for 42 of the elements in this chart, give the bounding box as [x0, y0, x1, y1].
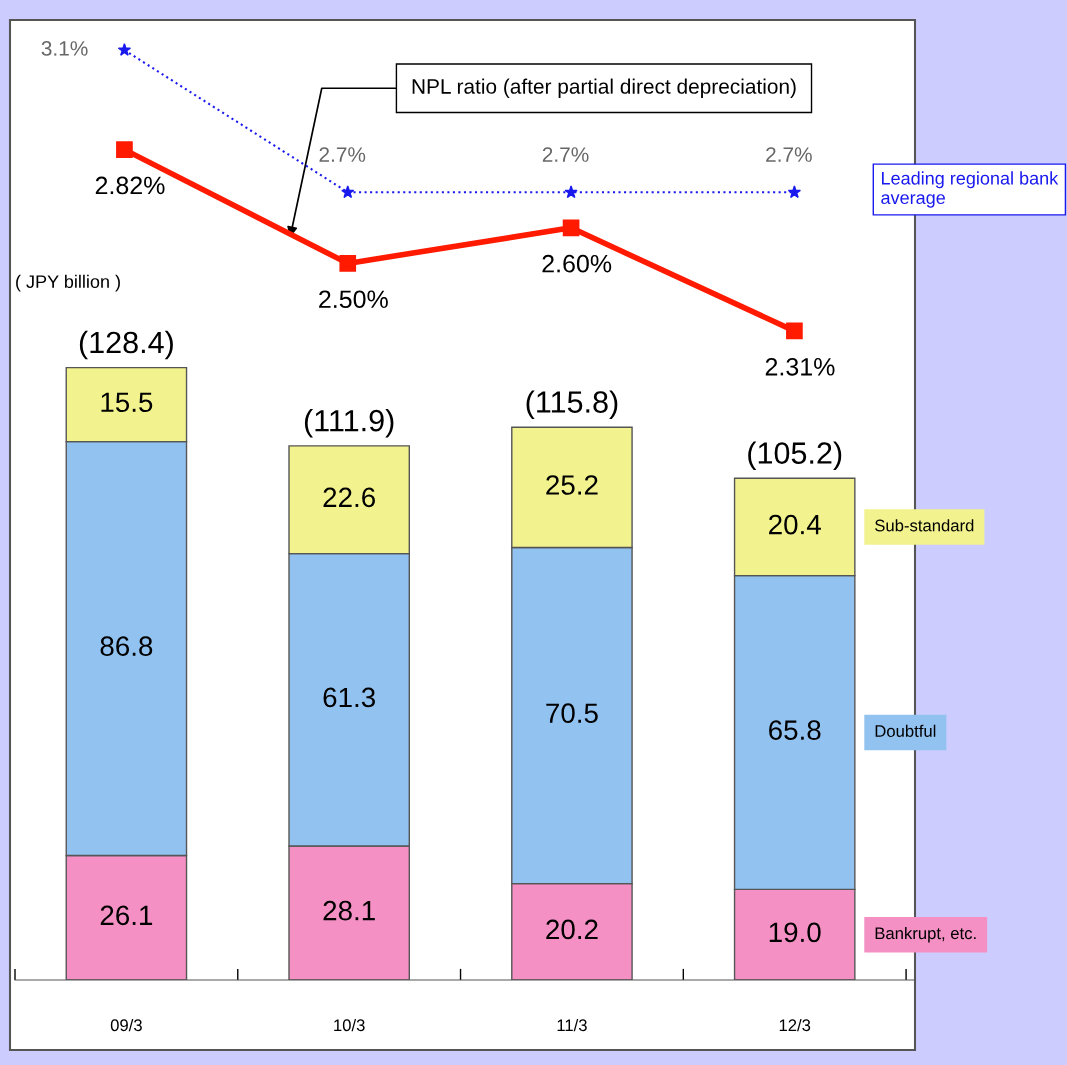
total-label: (128.4) — [79, 330, 173, 360]
data-label: 61.3 — [323, 687, 375, 708]
data-label: 15.5 — [101, 392, 153, 413]
point — [339, 255, 357, 272]
data-label: 2.50% — [319, 290, 388, 309]
data-label: 22.6 — [323, 487, 375, 508]
data-label: 65.8 — [769, 720, 821, 740]
data-label: 20.4 — [769, 514, 821, 535]
x-tick-label: 12/3 — [779, 1018, 811, 1032]
series-label: Doubtful — [875, 724, 936, 737]
x-tick-label: 11/3 — [557, 1018, 587, 1032]
annotation: ( JPY billion ) — [16, 274, 120, 292]
data-label: 20.2 — [546, 919, 598, 940]
data-label: 70.5 — [546, 703, 598, 724]
data-label: 25.2 — [546, 475, 598, 495]
data-label: 26.1 — [100, 905, 153, 926]
point — [787, 185, 802, 199]
data-label: 2.7% — [319, 147, 366, 162]
point — [786, 322, 803, 340]
point — [116, 141, 133, 158]
point — [341, 185, 355, 199]
data-label: 2.60% — [542, 254, 612, 273]
series-label: Bankrupt, etc. — [875, 926, 976, 943]
data-label: 2.7% — [542, 147, 589, 162]
annotation: NPL ratio (after partial direct depreciation) — [412, 78, 796, 98]
data-label: 2.31% — [765, 357, 835, 376]
data-label: 86.8 — [100, 636, 153, 657]
total-label: (111.9) — [304, 409, 394, 438]
point — [117, 43, 132, 56]
x-tick-label: 10/3 — [334, 1018, 365, 1032]
data-label: 3.1% — [41, 41, 88, 56]
total-label: (105.2) — [748, 441, 842, 470]
series-label: Sub-standard — [875, 519, 974, 532]
data-label: 2.7% — [766, 147, 812, 162]
data-label: 19.0 — [769, 922, 821, 943]
point — [562, 219, 580, 237]
data-label: 2.82% — [95, 176, 165, 195]
data-label: 28.1 — [323, 900, 375, 921]
point — [564, 185, 578, 199]
text: Leading regional bank average — [881, 171, 1059, 208]
total-label: (115.8) — [526, 390, 618, 419]
x-tick-label: 09/3 — [110, 1018, 142, 1032]
